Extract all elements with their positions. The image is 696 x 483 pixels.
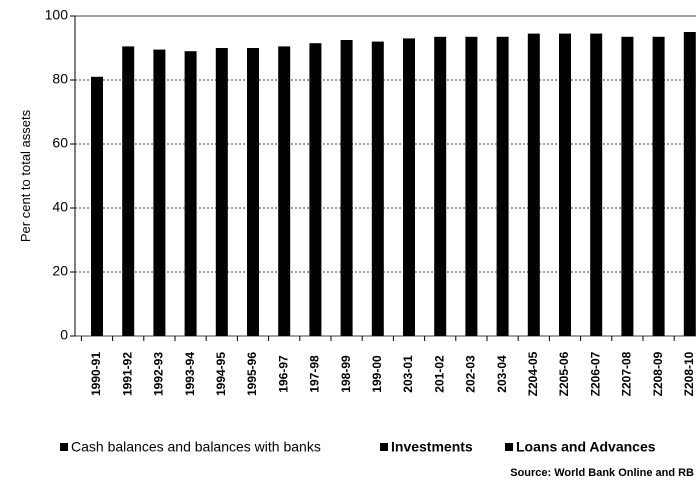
- bar: [403, 38, 415, 337]
- x-tick-label: 1991-92: [120, 352, 134, 396]
- x-tick-label: 201-02: [432, 355, 446, 393]
- bar: [559, 33, 571, 336]
- source-note: Source: World Bank Online and RB: [510, 467, 694, 479]
- y-tick-label: 20: [52, 263, 68, 279]
- y-tick-label: 100: [45, 7, 69, 23]
- bar: [465, 36, 478, 337]
- x-tick-label: Z207-08: [620, 351, 634, 396]
- legend-label: Loans and Advances: [516, 439, 656, 455]
- y-tick-label: 60: [52, 135, 68, 151]
- x-tick-label: 196-97: [276, 355, 290, 393]
- x-tick-label: 202-03: [464, 355, 478, 393]
- y-tick-label: 80: [52, 71, 68, 87]
- bar: [215, 48, 228, 336]
- bar: [278, 46, 291, 337]
- x-tick-label: 1995-96: [245, 352, 259, 396]
- bar: [527, 33, 540, 336]
- bar: [122, 46, 135, 337]
- x-tick-label: 1992-93: [152, 352, 166, 396]
- bar: [91, 76, 103, 337]
- x-tick-label: 203-04: [495, 355, 509, 393]
- bar: [153, 49, 166, 336]
- bar: [683, 32, 696, 336]
- bar: [340, 40, 353, 336]
- x-tick-label: 1990-91: [89, 352, 103, 396]
- x-tick-label: 197-98: [308, 355, 322, 393]
- x-tick-label: 203-01: [401, 355, 415, 393]
- bar: [434, 36, 447, 337]
- legend-swatch: [60, 443, 68, 451]
- y-axis-label: Per cent to total assets: [18, 109, 33, 242]
- bar: [496, 36, 509, 337]
- x-tick-label: Z205-06: [557, 351, 571, 396]
- x-tick-label: 198-99: [339, 355, 353, 393]
- bar: [371, 41, 384, 336]
- bar: [247, 48, 259, 336]
- y-tick-label: 40: [52, 199, 68, 215]
- bar: [621, 36, 634, 337]
- x-tick-label: 199-00: [370, 355, 384, 393]
- x-tick-label: Z204-05: [526, 351, 540, 396]
- legend-label: Cash balances and balances with banks: [71, 439, 321, 455]
- x-tick-label: Z208-09: [651, 351, 665, 396]
- bar: [590, 33, 603, 336]
- legend-swatch: [380, 443, 388, 451]
- bar: [309, 43, 322, 336]
- x-tick-label: 1993-94: [183, 352, 197, 396]
- bar: [652, 36, 665, 337]
- legend-label: Investments: [391, 439, 473, 455]
- x-tick-label: 1994-95: [214, 352, 228, 396]
- bar: [184, 51, 197, 336]
- legend-swatch: [505, 443, 513, 451]
- x-tick-label: Z208-10: [682, 351, 696, 396]
- y-tick-label: 0: [60, 327, 68, 343]
- x-tick-label: Z206-07: [588, 351, 602, 396]
